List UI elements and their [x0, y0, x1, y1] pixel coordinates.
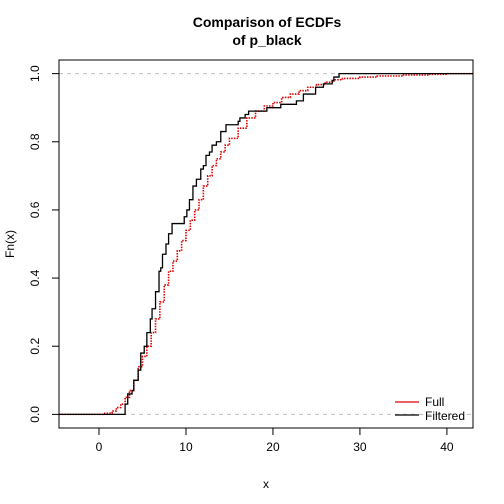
x-axis-label: x [263, 477, 269, 491]
y-axis-label: Fn(x) [3, 230, 17, 258]
y-tick-label: 1.0 [28, 65, 42, 82]
x-tick-label: 10 [179, 440, 193, 454]
x-tick-label: 0 [96, 440, 103, 454]
y-tick-label: 0.6 [28, 201, 42, 218]
series-layer [59, 72, 473, 416]
y-axis: 0.0 0.2 0.4 0.6 0.8 1.0 [28, 65, 60, 423]
legend-label-filtered: Filtered [425, 409, 465, 423]
series-line-filtered [59, 72, 473, 416]
x-tick-label: 20 [266, 440, 280, 454]
x-axis: 0 10 20 30 40 [96, 427, 454, 454]
chart-title-line-1: Comparison of ECDFs [193, 14, 342, 30]
chart-title-line-2: of p_black [232, 32, 301, 48]
y-tick-label: 0.8 [28, 133, 42, 150]
y-tick-label: 0.2 [28, 338, 42, 355]
x-tick-label: 40 [440, 440, 454, 454]
plot-frame [58, 59, 474, 429]
legend: Full Filtered [395, 395, 465, 423]
y-tick-label: 0.0 [28, 406, 42, 423]
reference-lines [59, 73, 473, 415]
legend-label-full: Full [425, 395, 444, 409]
y-tick-label: 0.4 [28, 269, 42, 286]
series-line-full [59, 72, 473, 416]
x-tick-label: 30 [353, 440, 367, 454]
